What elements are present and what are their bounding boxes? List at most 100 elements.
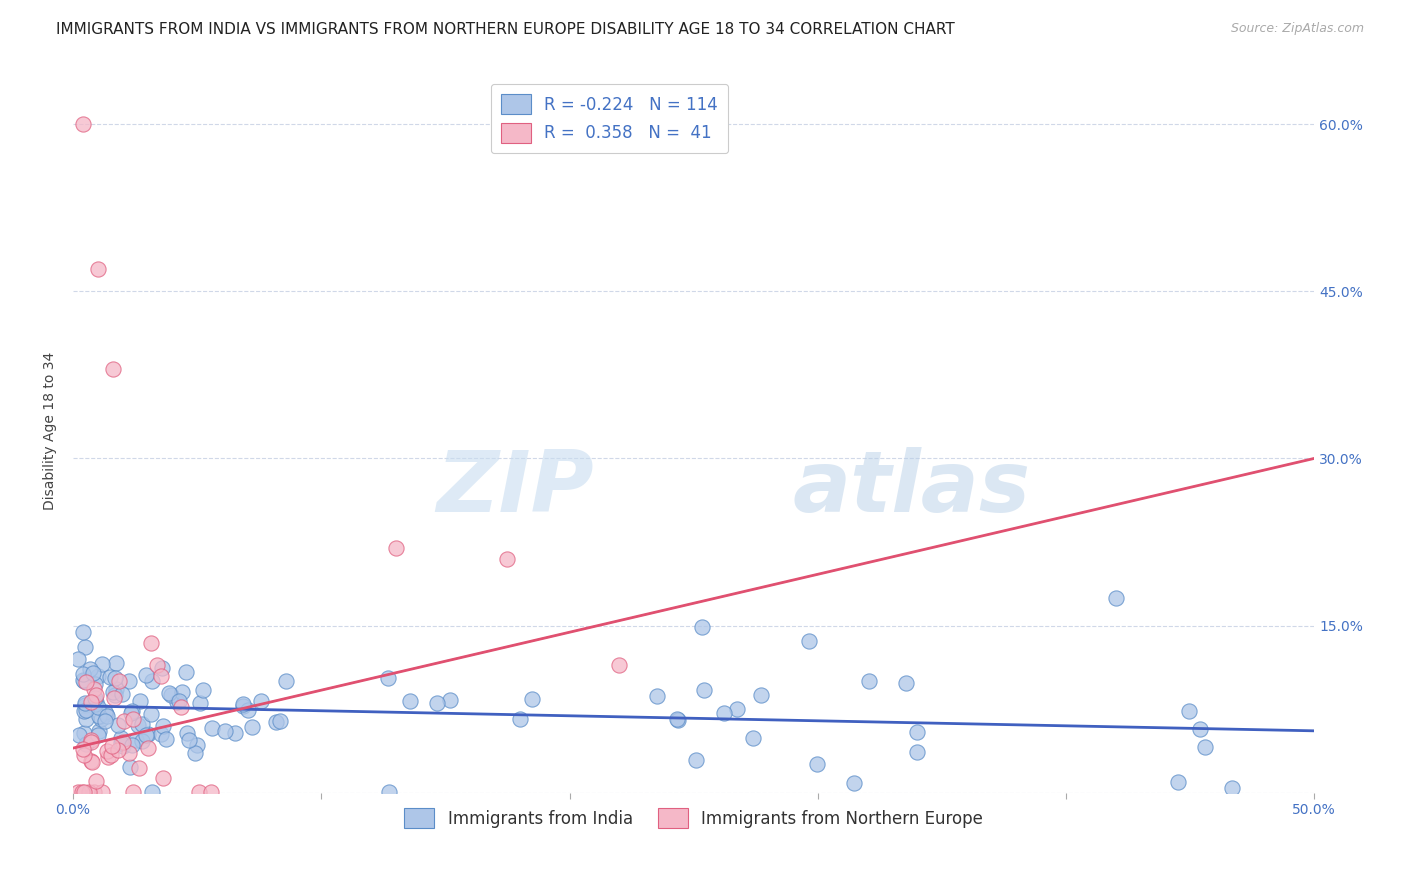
Point — [176, 726, 198, 740]
Point — [496, 551, 519, 566]
Point — [111, 687, 134, 701]
Point — [797, 634, 820, 648]
Point — [894, 676, 917, 690]
Point — [858, 674, 880, 689]
Point — [80, 754, 103, 768]
Point — [152, 771, 174, 785]
Point — [121, 739, 143, 753]
Point — [83, 697, 105, 711]
Point — [138, 740, 160, 755]
Point — [91, 657, 114, 671]
Point — [169, 694, 191, 708]
Point — [276, 674, 298, 689]
Point — [174, 665, 197, 679]
Point — [103, 691, 125, 706]
Point — [82, 666, 104, 681]
Point — [67, 784, 90, 798]
Point — [509, 712, 531, 726]
Point — [72, 726, 94, 740]
Point — [73, 748, 96, 763]
Point — [269, 714, 291, 728]
Point — [1167, 775, 1189, 789]
Point — [188, 696, 211, 710]
Point — [725, 702, 748, 716]
Point — [112, 714, 135, 728]
Point — [105, 656, 128, 670]
Point — [250, 694, 273, 708]
Point — [75, 703, 97, 717]
Point — [146, 657, 169, 672]
Point — [141, 706, 163, 721]
Point — [607, 657, 630, 672]
Point — [378, 784, 401, 798]
Point — [104, 671, 127, 685]
Point — [75, 675, 97, 690]
Point — [84, 694, 107, 708]
Point — [110, 731, 132, 745]
Point — [73, 697, 96, 711]
Point — [141, 784, 163, 798]
Point — [72, 741, 94, 756]
Text: atlas: atlas — [793, 447, 1031, 530]
Point — [75, 698, 97, 712]
Point — [187, 784, 209, 798]
Point — [159, 689, 181, 703]
Legend: Immigrants from India, Immigrants from Northern Europe: Immigrants from India, Immigrants from N… — [398, 801, 990, 835]
Point — [84, 774, 107, 789]
Point — [80, 735, 103, 749]
Point — [177, 732, 200, 747]
Point — [399, 694, 422, 708]
Point — [439, 693, 461, 707]
Point — [214, 723, 236, 738]
Y-axis label: Disability Age 18 to 34: Disability Age 18 to 34 — [44, 351, 58, 509]
Point — [118, 747, 141, 761]
Point — [170, 685, 193, 699]
Point — [157, 686, 180, 700]
Point — [72, 667, 94, 681]
Point — [128, 761, 150, 775]
Point — [136, 727, 159, 741]
Point — [90, 713, 112, 727]
Point — [135, 728, 157, 742]
Point — [96, 744, 118, 758]
Point — [905, 725, 928, 739]
Point — [844, 776, 866, 790]
Point — [75, 640, 97, 655]
Point — [87, 728, 110, 742]
Point — [101, 685, 124, 699]
Point — [118, 759, 141, 773]
Point — [66, 652, 89, 666]
Point — [155, 731, 177, 746]
Point — [1194, 740, 1216, 755]
Point — [149, 727, 172, 741]
Point — [90, 784, 112, 798]
Point — [107, 674, 129, 689]
Point — [70, 784, 93, 798]
Point — [200, 784, 222, 798]
Point — [80, 695, 103, 709]
Point — [685, 753, 707, 767]
Point — [121, 712, 143, 726]
Point — [104, 688, 127, 702]
Point — [75, 738, 97, 752]
Point — [1104, 591, 1126, 605]
Point — [186, 738, 208, 752]
Point — [193, 683, 215, 698]
Point — [122, 784, 145, 798]
Point — [131, 734, 153, 748]
Point — [692, 620, 714, 634]
Point — [94, 705, 117, 719]
Point — [86, 669, 108, 683]
Point — [124, 732, 146, 747]
Point — [384, 541, 406, 555]
Point — [112, 735, 135, 749]
Point — [692, 682, 714, 697]
Point — [72, 673, 94, 688]
Point — [84, 690, 107, 705]
Point — [80, 732, 103, 747]
Point — [139, 635, 162, 649]
Point — [87, 700, 110, 714]
Point — [77, 784, 100, 798]
Point — [127, 717, 149, 731]
Point — [73, 704, 96, 718]
